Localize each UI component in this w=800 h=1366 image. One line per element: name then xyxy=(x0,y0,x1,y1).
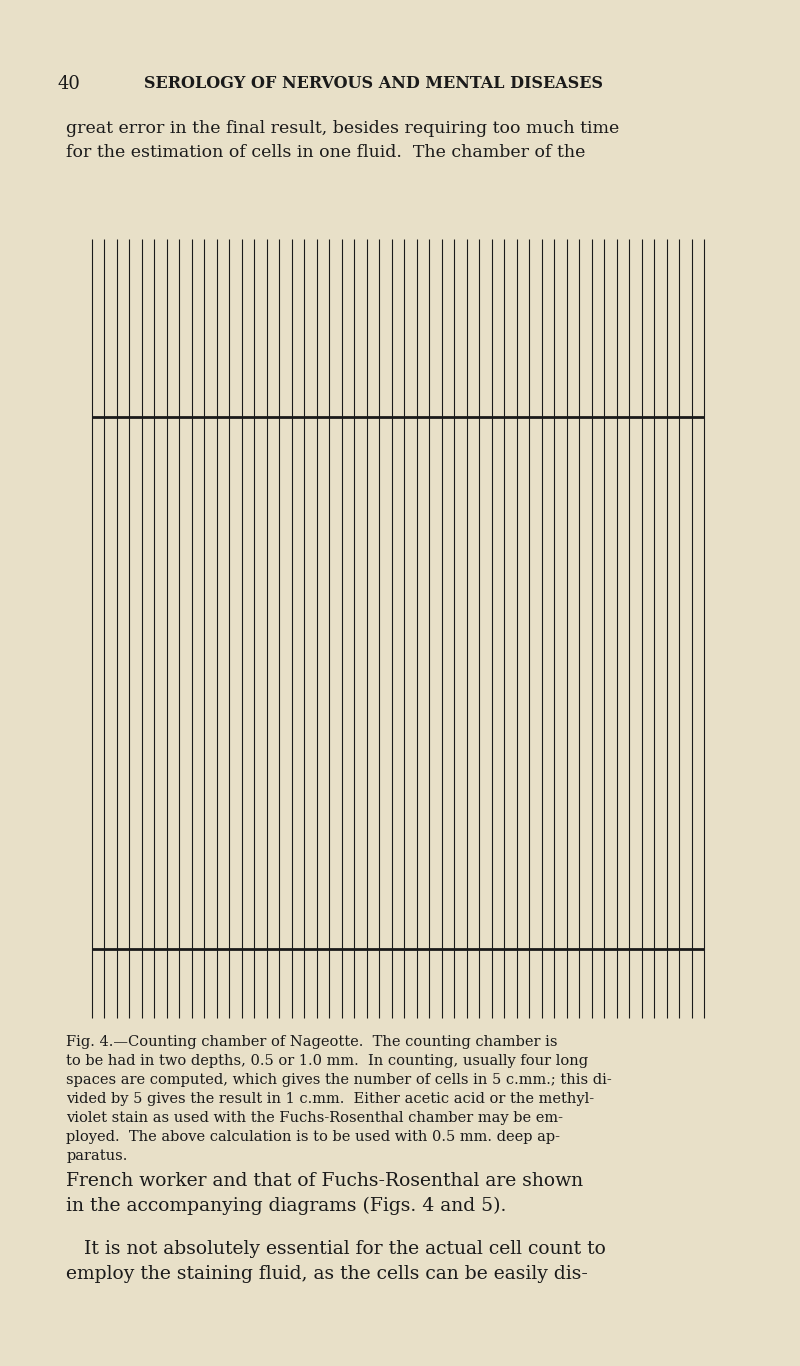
Text: French worker and that of Fuchs-Rosenthal are shown
in the accompanying diagrams: French worker and that of Fuchs-Rosentha… xyxy=(66,1172,583,1216)
Text: Fig. 4.—Counting chamber of Nageotte.  The counting chamber is
to be had in two : Fig. 4.—Counting chamber of Nageotte. Th… xyxy=(66,1035,612,1162)
Text: It is not absolutely essential for the actual cell count to
employ the staining : It is not absolutely essential for the a… xyxy=(66,1240,606,1283)
Text: 40: 40 xyxy=(58,75,81,93)
Text: great error in the final result, besides requiring too much time
for the estimat: great error in the final result, besides… xyxy=(66,120,620,161)
Text: SEROLOGY OF NERVOUS AND MENTAL DISEASES: SEROLOGY OF NERVOUS AND MENTAL DISEASES xyxy=(144,75,603,92)
